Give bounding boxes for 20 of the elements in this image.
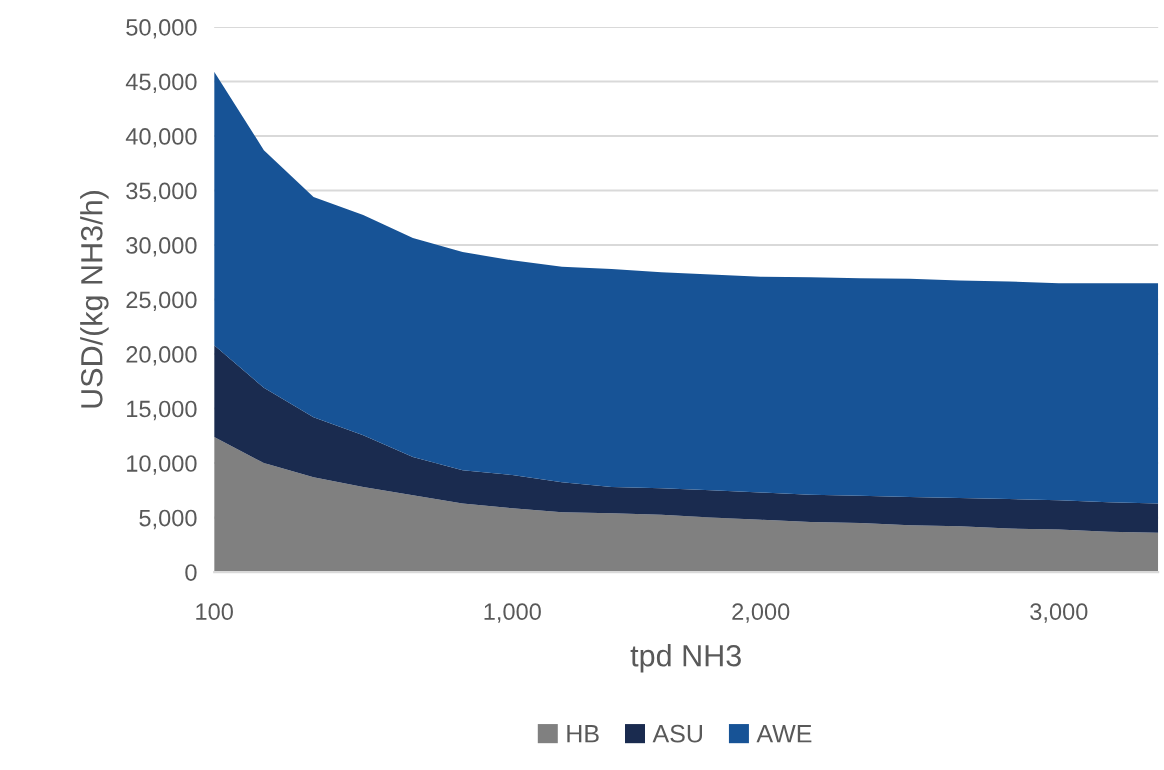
y-tick-label: 10,000 <box>127 455 197 475</box>
y-tick-label: 0 <box>185 564 197 581</box>
x-axis-title: tpd NH3 <box>630 644 741 673</box>
x-tick-label: 100 <box>196 603 233 621</box>
y-tick-label: 5,000 <box>139 509 197 530</box>
y-tick-label: 30,000 <box>126 237 197 257</box>
x-tick-label: 1,000 <box>484 603 541 623</box>
y-axis-title: USD/(kg NH3/h) <box>80 191 109 408</box>
y-tick-label: 25,000 <box>126 291 197 312</box>
x-tick-label: 3,000 <box>1030 603 1088 623</box>
y-tick-label: 15,000 <box>127 400 197 421</box>
y-tick-label: 50,000 <box>126 19 197 39</box>
legend-label: HB <box>567 725 599 743</box>
legend-label: AWE <box>756 725 812 743</box>
legend-label: ASU <box>652 724 702 743</box>
y-tick-label: 35,000 <box>126 182 197 203</box>
y-tick-label: 40,000 <box>125 128 197 148</box>
x-tick-label: 2,000 <box>732 603 790 623</box>
y-tick-label: 20,000 <box>126 346 197 366</box>
y-tick-label: 45,000 <box>125 73 197 94</box>
